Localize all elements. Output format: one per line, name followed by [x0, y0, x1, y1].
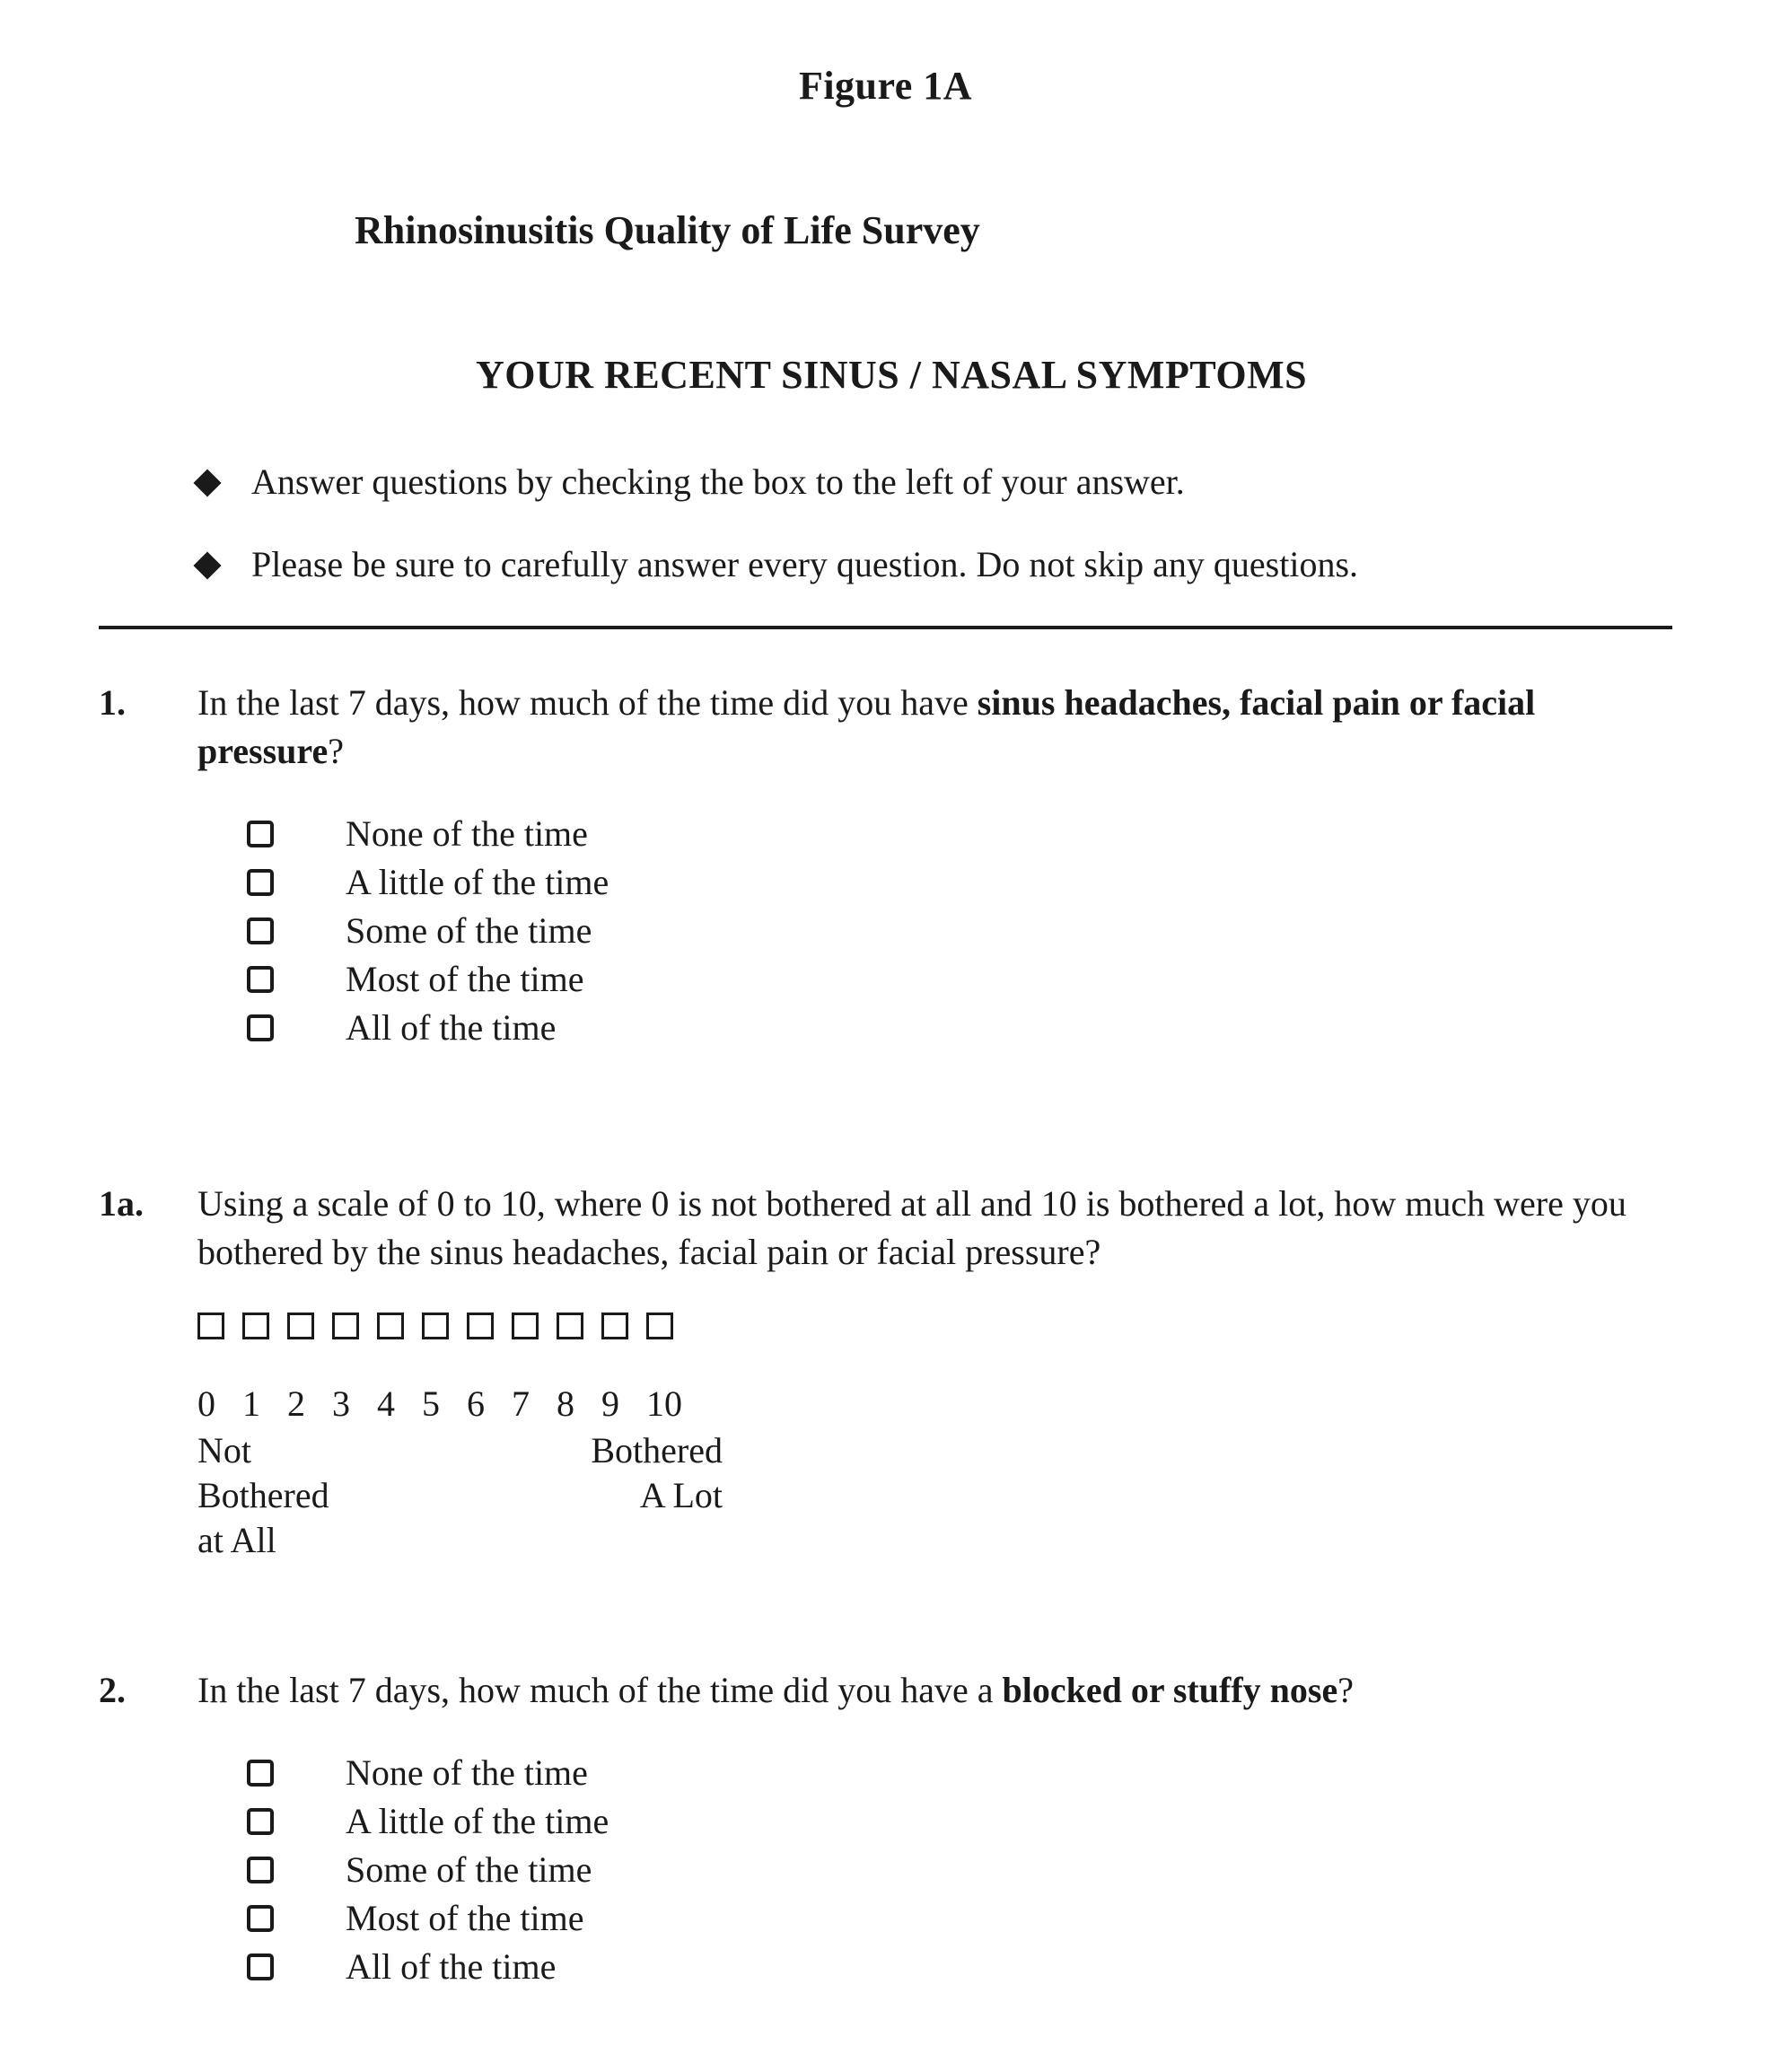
scale-number: 2: [287, 1380, 332, 1428]
scale-number: 3: [332, 1380, 377, 1428]
checkbox[interactable]: [247, 821, 274, 847]
scale-number: 10: [646, 1380, 691, 1428]
question-text: In the last 7 days, how much of the time…: [197, 679, 1672, 776]
option-label: All of the time: [346, 1945, 556, 1989]
option-row: Most of the time: [247, 957, 1672, 1002]
option-label: Some of the time: [346, 909, 592, 953]
option-label: Most of the time: [346, 957, 584, 1002]
diamond-bullet-icon: [193, 469, 221, 496]
scale-anchor-left: Not Bothered at All: [197, 1428, 329, 1563]
scale-checkbox[interactable]: [197, 1313, 224, 1339]
scale-boxes-row: [197, 1313, 1672, 1339]
question-bold: blocked or stuffy nose: [1002, 1670, 1337, 1710]
option-label: None of the time: [346, 812, 588, 856]
option-label: None of the time: [346, 1751, 588, 1795]
section-divider: [99, 626, 1672, 629]
anchor-left-line1: Not: [197, 1430, 251, 1471]
scale-checkbox[interactable]: [512, 1313, 539, 1339]
diamond-bullet-icon: [193, 551, 221, 579]
instruction-item: Please be sure to carefully answer every…: [197, 543, 1672, 585]
scale-number: 6: [467, 1380, 512, 1428]
scale-anchor-right: Bothered A Lot: [557, 1428, 723, 1518]
scale-number: 7: [512, 1380, 557, 1428]
checkbox[interactable]: [247, 1014, 274, 1041]
option-label: Some of the time: [346, 1848, 592, 1892]
instruction-item: Answer questions by checking the box to …: [197, 461, 1672, 503]
scale-checkbox[interactable]: [467, 1313, 494, 1339]
scale-number: 0: [197, 1380, 242, 1428]
scale-checkbox[interactable]: [422, 1313, 449, 1339]
option-row: All of the time: [247, 1945, 1672, 1989]
checkbox[interactable]: [247, 1905, 274, 1932]
option-label: A little of the time: [346, 860, 609, 905]
question-suffix: ?: [1337, 1670, 1354, 1710]
anchor-left-line2: Bothered: [197, 1475, 329, 1515]
scale-checkbox[interactable]: [646, 1313, 673, 1339]
option-row: None of the time: [247, 1751, 1672, 1795]
question-2: 2. In the last 7 days, how much of the t…: [99, 1666, 1672, 1993]
checkbox[interactable]: [247, 1953, 274, 1980]
question-suffix: ?: [328, 731, 344, 771]
option-row: Some of the time: [247, 909, 1672, 953]
scale-checkbox[interactable]: [332, 1313, 359, 1339]
survey-title: Rhinosinusitis Quality of Life Survey: [355, 207, 1672, 253]
question-prefix: In the last 7 days, how much of the time…: [197, 682, 978, 723]
section-heading: YOUR RECENT SINUS / NASAL SYMPTOMS: [476, 352, 1672, 398]
question-body: Using a scale of 0 to 10, where 0 is not…: [197, 1180, 1672, 1572]
scale-anchor-labels: Not Bothered at All Bothered A Lot: [197, 1428, 736, 1572]
question-text: In the last 7 days, how much of the time…: [197, 1666, 1672, 1715]
option-row: Some of the time: [247, 1848, 1672, 1892]
survey-page: Figure 1A Rhinosinusitis Quality of Life…: [0, 0, 1780, 2072]
scale-block: 0 1 2 3 4 5 6 7 8 9 10 Not Bothered: [197, 1313, 1672, 1572]
scale-number: 8: [557, 1380, 601, 1428]
option-row: A little of the time: [247, 860, 1672, 905]
option-label: All of the time: [346, 1005, 556, 1050]
figure-label: Figure 1A: [99, 63, 1672, 109]
scale-checkbox[interactable]: [287, 1313, 314, 1339]
question-1: 1. In the last 7 days, how much of the t…: [99, 679, 1672, 1054]
scale-number: 1: [242, 1380, 287, 1428]
question-number: 1a.: [99, 1180, 197, 1228]
option-row: Most of the time: [247, 1896, 1672, 1941]
anchor-left-line3: at All: [197, 1520, 276, 1560]
option-label: A little of the time: [346, 1799, 609, 1844]
scale-checkbox[interactable]: [601, 1313, 628, 1339]
instructions-block: Answer questions by checking the box to …: [197, 461, 1672, 585]
scale-checkbox[interactable]: [377, 1313, 404, 1339]
question-text: Using a scale of 0 to 10, where 0 is not…: [197, 1180, 1672, 1277]
question-1a: 1a. Using a scale of 0 to 10, where 0 is…: [99, 1180, 1672, 1572]
checkbox[interactable]: [247, 1760, 274, 1787]
question-body: In the last 7 days, how much of the time…: [197, 1666, 1672, 1993]
option-row: None of the time: [247, 812, 1672, 856]
option-row: All of the time: [247, 1005, 1672, 1050]
scale-number: 5: [422, 1380, 467, 1428]
anchor-right-line1: Bothered: [591, 1430, 723, 1471]
scale-number: 4: [377, 1380, 422, 1428]
scale-checkbox[interactable]: [242, 1313, 269, 1339]
checkbox[interactable]: [247, 1857, 274, 1883]
checkbox[interactable]: [247, 869, 274, 896]
question-number: 1.: [99, 679, 197, 727]
scale-checkbox[interactable]: [557, 1313, 583, 1339]
checkbox[interactable]: [247, 1808, 274, 1835]
scale-numbers-row: 0 1 2 3 4 5 6 7 8 9 10: [197, 1380, 1672, 1428]
question-body: In the last 7 days, how much of the time…: [197, 679, 1672, 1054]
question-number: 2.: [99, 1666, 197, 1715]
option-label: Most of the time: [346, 1896, 584, 1941]
question-prefix: In the last 7 days, how much of the time…: [197, 1670, 1002, 1710]
checkbox[interactable]: [247, 966, 274, 993]
instruction-text: Please be sure to carefully answer every…: [251, 543, 1672, 585]
option-row: A little of the time: [247, 1799, 1672, 1844]
anchor-right-line2: A Lot: [640, 1475, 723, 1515]
option-list: None of the time A little of the time So…: [247, 1751, 1672, 1989]
checkbox[interactable]: [247, 917, 274, 944]
option-list: None of the time A little of the time So…: [247, 812, 1672, 1050]
scale-number: 9: [601, 1380, 646, 1428]
instruction-text: Answer questions by checking the box to …: [251, 461, 1672, 503]
